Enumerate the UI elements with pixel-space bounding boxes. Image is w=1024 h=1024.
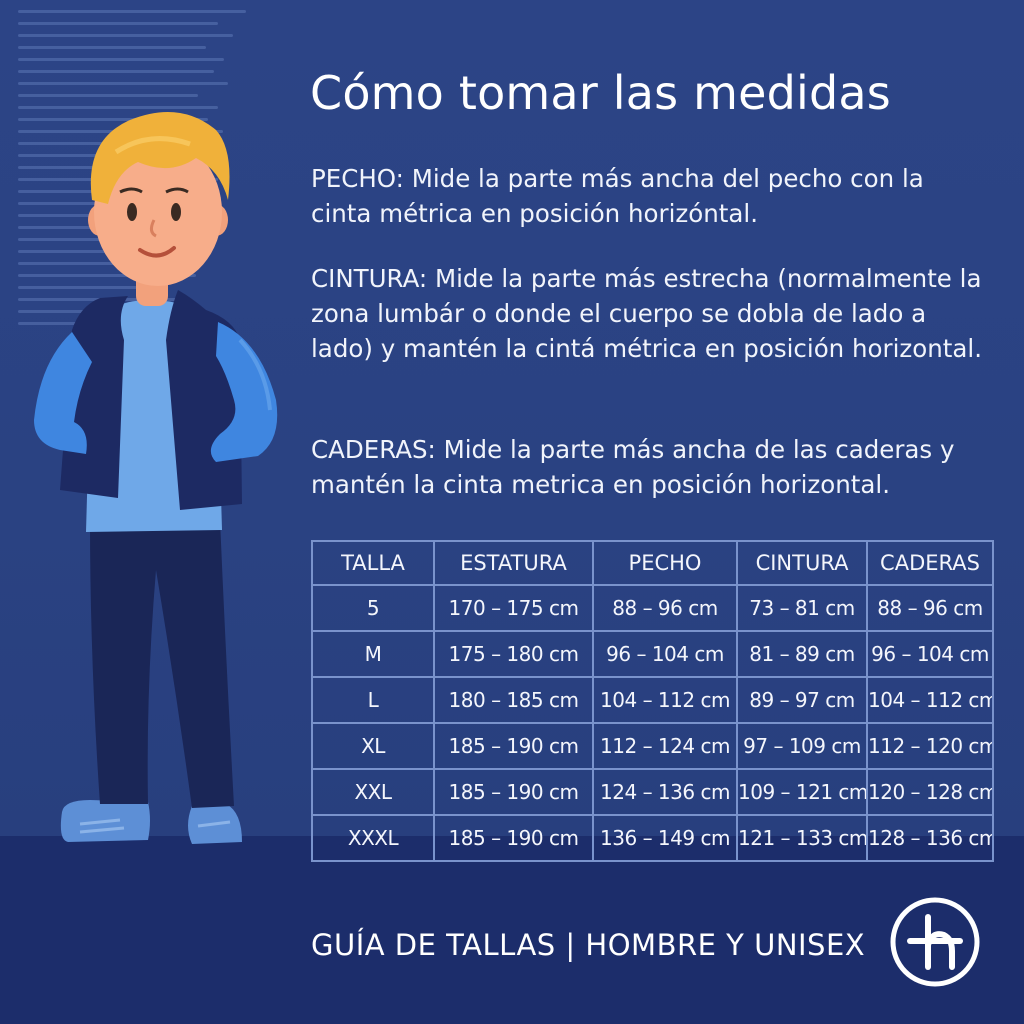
cell-height: 185 – 190 cm [433, 768, 594, 816]
size-table: TALLA ESTATURA PECHO CINTURA CADERAS 5 1… [311, 540, 994, 862]
waist-label: CINTURA: [311, 264, 428, 293]
table-row: XL 185 – 190 cm 112 – 124 cm 97 – 109 cm… [311, 722, 994, 770]
cell-height: 185 – 190 cm [433, 722, 594, 770]
cell-size: M [311, 630, 435, 678]
table-row: 5 170 – 175 cm 88 – 96 cm 73 – 81 cm 88 … [311, 584, 994, 632]
waist-instruction: CINTURA: Mide la parte más estrecha (nor… [311, 261, 991, 366]
chest-label: PECHO: [311, 164, 404, 193]
cell-size: XL [311, 722, 435, 770]
cell-size: XXL [311, 768, 435, 816]
chest-text: Mide la parte más ancha del pecho con la… [311, 164, 924, 228]
footer-caption: GUÍA DE TALLAS | HOMBRE Y UNISEX [311, 928, 866, 962]
cell-chest: 136 – 149 cm [592, 814, 738, 862]
cell-chest: 88 – 96 cm [592, 584, 738, 632]
cell-height: 170 – 175 cm [433, 584, 594, 632]
table-header-row: TALLA ESTATURA PECHO CINTURA CADERAS [311, 540, 994, 586]
cell-chest: 112 – 124 cm [592, 722, 738, 770]
header-hips: CADERAS [866, 540, 994, 586]
cell-size: L [311, 676, 435, 724]
hips-text: Mide la parte más ancha de las caderas y… [311, 435, 955, 499]
person-illustration-icon [34, 112, 278, 844]
cell-chest: 104 – 112 cm [592, 676, 738, 724]
cell-hips: 88 – 96 cm [866, 584, 994, 632]
cell-height: 185 – 190 cm [433, 814, 594, 862]
header-size: TALLA [311, 540, 435, 586]
cell-waist: 89 – 97 cm [736, 676, 868, 724]
cell-waist: 109 – 121 cm [736, 768, 868, 816]
cell-hips: 112 – 120 cm [866, 722, 994, 770]
waist-text: Mide la parte más estrecha (normalmente … [311, 264, 982, 363]
chest-instruction: PECHO: Mide la parte más ancha del pecho… [311, 161, 991, 231]
hips-instruction: CADERAS: Mide la parte más ancha de las … [311, 432, 991, 502]
table-row: L 180 – 185 cm 104 – 112 cm 89 – 97 cm 1… [311, 676, 994, 724]
floor-band [0, 836, 1024, 1024]
header-waist: CINTURA [736, 540, 868, 586]
brand-logo-icon [890, 897, 980, 987]
table-row: XXXL 185 – 190 cm 136 – 149 cm 121 – 133… [311, 814, 994, 862]
cell-waist: 121 – 133 cm [736, 814, 868, 862]
cell-waist: 81 – 89 cm [736, 630, 868, 678]
cell-waist: 97 – 109 cm [736, 722, 868, 770]
cell-height: 175 – 180 cm [433, 630, 594, 678]
cell-waist: 73 – 81 cm [736, 584, 868, 632]
table-row: M 175 – 180 cm 96 – 104 cm 81 – 89 cm 96… [311, 630, 994, 678]
cell-hips: 104 – 112 cm [866, 676, 994, 724]
cell-chest: 124 – 136 cm [592, 768, 738, 816]
cell-size: XXXL [311, 814, 435, 862]
page-title: Cómo tomar las medidas [310, 66, 891, 120]
cell-hips: 96 – 104 cm [866, 630, 994, 678]
cell-chest: 96 – 104 cm [592, 630, 738, 678]
cell-hips: 128 – 136 cm [866, 814, 994, 862]
cell-height: 180 – 185 cm [433, 676, 594, 724]
header-height: ESTATURA [433, 540, 594, 586]
cell-hips: 120 – 128 cm [866, 768, 994, 816]
cell-size: 5 [311, 584, 435, 632]
table-row: XXL 185 – 190 cm 124 – 136 cm 109 – 121 … [311, 768, 994, 816]
header-chest: PECHO [592, 540, 738, 586]
hips-label: CADERAS: [311, 435, 436, 464]
